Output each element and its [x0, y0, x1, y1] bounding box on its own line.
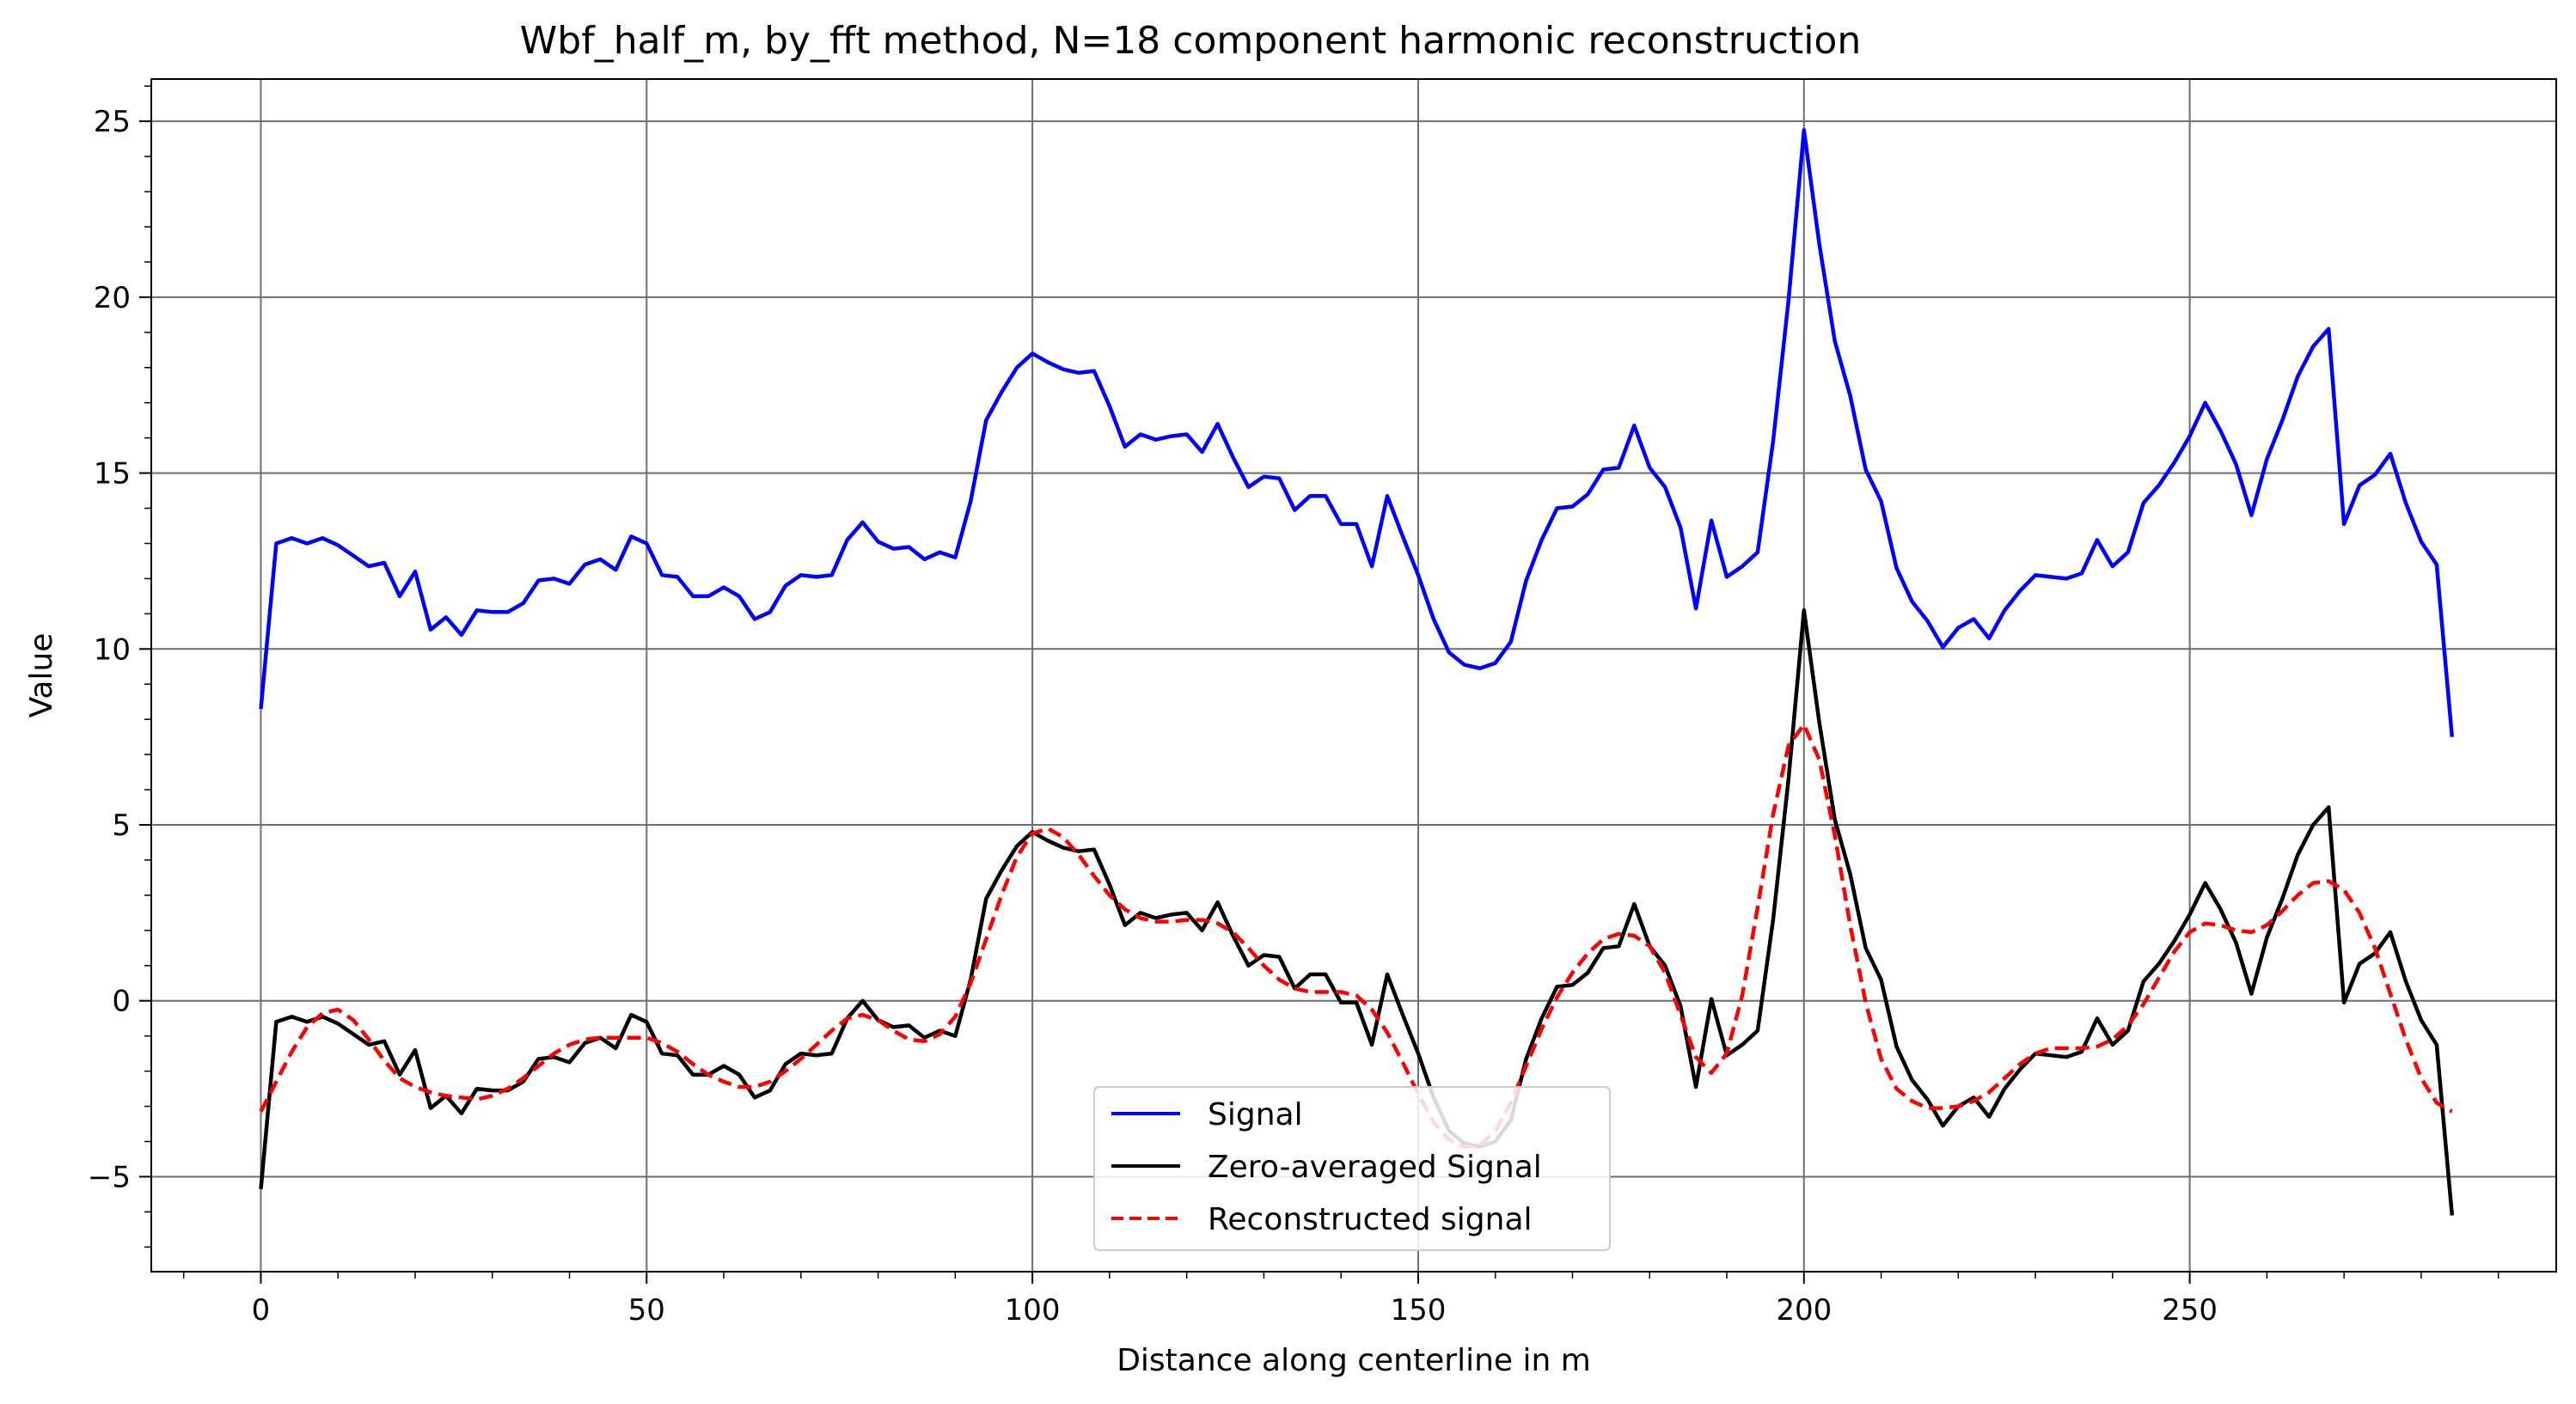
legend-label-reconstructed: Reconstructed signal: [1208, 1202, 1533, 1237]
axis-ticks: 0 50 100 150 200 250 −5 0 5 10 15 20 25: [88, 85, 2500, 1328]
legend-label-signal: Signal: [1208, 1097, 1303, 1132]
legend-label-zero-averaged: Zero-averaged Signal: [1208, 1150, 1542, 1185]
y-tick-label: 20: [94, 281, 131, 315]
y-tick-label: 0: [112, 985, 131, 1019]
series-line-1: [259, 608, 2455, 1216]
plot-frame: [150, 78, 2557, 1273]
x-tick-label: 150: [1391, 1293, 1447, 1328]
y-tick-label: 25: [94, 105, 131, 139]
y-tick-label: 5: [112, 809, 131, 843]
y-tick-label: −5: [88, 1160, 131, 1194]
x-tick-label: 0: [252, 1293, 271, 1328]
legend: Signal Zero-averaged Signal Reconstructe…: [1093, 1086, 1611, 1251]
y-tick-label: 15: [94, 457, 131, 491]
series-line-0: [259, 128, 2455, 737]
x-tick-label: 200: [1776, 1293, 1832, 1328]
series-line-2: [259, 723, 2453, 1149]
y-tick-label: 10: [94, 632, 131, 667]
y-axis-label: Value: [24, 633, 59, 718]
chart-title: Wbf_half_m, by_fft method, N=18 componen…: [520, 19, 1861, 63]
grid: [151, 79, 2556, 1272]
x-tick-label: 100: [1005, 1293, 1061, 1328]
x-tick-label: 250: [2162, 1293, 2218, 1328]
plot-series: [259, 128, 2455, 1216]
x-axis-label: Distance along centerline in m: [1117, 1343, 1591, 1378]
x-tick-label: 50: [628, 1293, 665, 1328]
legend-box: [1093, 1086, 1611, 1251]
